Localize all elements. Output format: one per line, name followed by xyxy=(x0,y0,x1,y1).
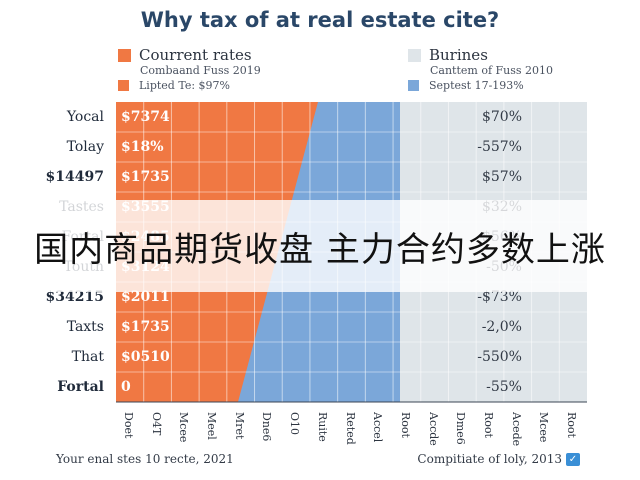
row-label: $14497 xyxy=(45,169,104,185)
x-tick-label: Root xyxy=(482,412,496,438)
x-tick-label: Accel xyxy=(371,412,385,443)
x-tick-label: Root xyxy=(565,412,579,438)
legend-swatch-orange xyxy=(118,48,131,62)
footer-right-text: Compitiate of loly, 2013 xyxy=(417,452,562,466)
x-tick-label: Acede xyxy=(509,412,523,447)
burines-value: -$73% xyxy=(477,289,522,305)
burines-value: -550% xyxy=(477,349,522,365)
legend-swatch-orange-small xyxy=(118,79,129,91)
burines-value: -557% xyxy=(477,139,522,155)
current-rate-value: 0 xyxy=(121,379,131,395)
legend-swatch-blue-small xyxy=(408,79,419,91)
burines-value: -55% xyxy=(486,379,522,395)
row-label: Taxts xyxy=(66,319,104,335)
x-tick-label: Mcee xyxy=(177,412,191,443)
x-tick-label: Mcee xyxy=(537,412,551,443)
row-label: Fortal xyxy=(57,379,104,395)
burines-value: $57% xyxy=(481,169,522,185)
current-rate-value: $0510 xyxy=(121,349,170,365)
x-tick-label: Reted xyxy=(343,412,357,445)
legend-burines: Burines Canttem of Fuss 2010 Septest 17-… xyxy=(408,46,553,92)
overlay-banner: 国内商品期货收盘 主力合约多数上涨 xyxy=(0,200,640,292)
row-label: $34215 xyxy=(45,289,104,305)
x-tick-label: Dne6 xyxy=(260,412,274,442)
legend-current-rates: Courrent rates Combaand Fuss 2019 Lipted… xyxy=(118,46,261,92)
legend-name: Burines xyxy=(429,46,488,64)
footer-left: Your enal stes 10 recte, 2021 xyxy=(56,452,234,466)
x-tick-label: Doet xyxy=(121,412,135,439)
burines-value: -2,0% xyxy=(481,319,522,335)
chart-title: Why tax of at real estate cite? xyxy=(140,8,500,32)
x-tick-label: O4T xyxy=(149,412,163,436)
current-rate-value: $2011 xyxy=(121,289,170,305)
check-icon: ✓ xyxy=(566,452,580,466)
x-tick-label: Root xyxy=(398,412,412,438)
legend-subline-1: Canttem of Fuss 2010 xyxy=(430,64,554,77)
legend-subline-2: Lipted Te: $97% xyxy=(139,78,230,92)
current-rate-value: $1735 xyxy=(121,319,170,335)
x-tick-label: Accde xyxy=(426,412,440,446)
row-label: Tolay xyxy=(66,139,104,155)
legend-subline-1: Combaand Fuss 2019 xyxy=(140,64,261,77)
x-tick-label: Meel xyxy=(204,412,218,440)
x-tick-label: Ruite xyxy=(315,412,329,442)
current-rate-value: $1735 xyxy=(121,169,170,185)
row-label: That xyxy=(71,349,104,365)
current-rate-value: $7374 xyxy=(121,109,170,125)
x-tick-label: Dme6 xyxy=(454,412,468,445)
x-tick-label: O10 xyxy=(288,412,302,436)
legend-swatch-grey xyxy=(408,48,421,62)
footer-right: Compitiate of loly, 2013 ✓ xyxy=(417,452,580,466)
legend-name: Courrent rates xyxy=(139,46,252,64)
burines-value: $70% xyxy=(481,109,522,125)
banner-text: 国内商品期货收盘 主力合约多数上涨 xyxy=(34,229,606,270)
current-rate-value: $18% xyxy=(121,139,164,155)
x-tick-label: Mret xyxy=(232,412,246,440)
legend-subline-2: Septest 17-193% xyxy=(429,78,524,92)
row-label: Yocal xyxy=(66,109,104,125)
